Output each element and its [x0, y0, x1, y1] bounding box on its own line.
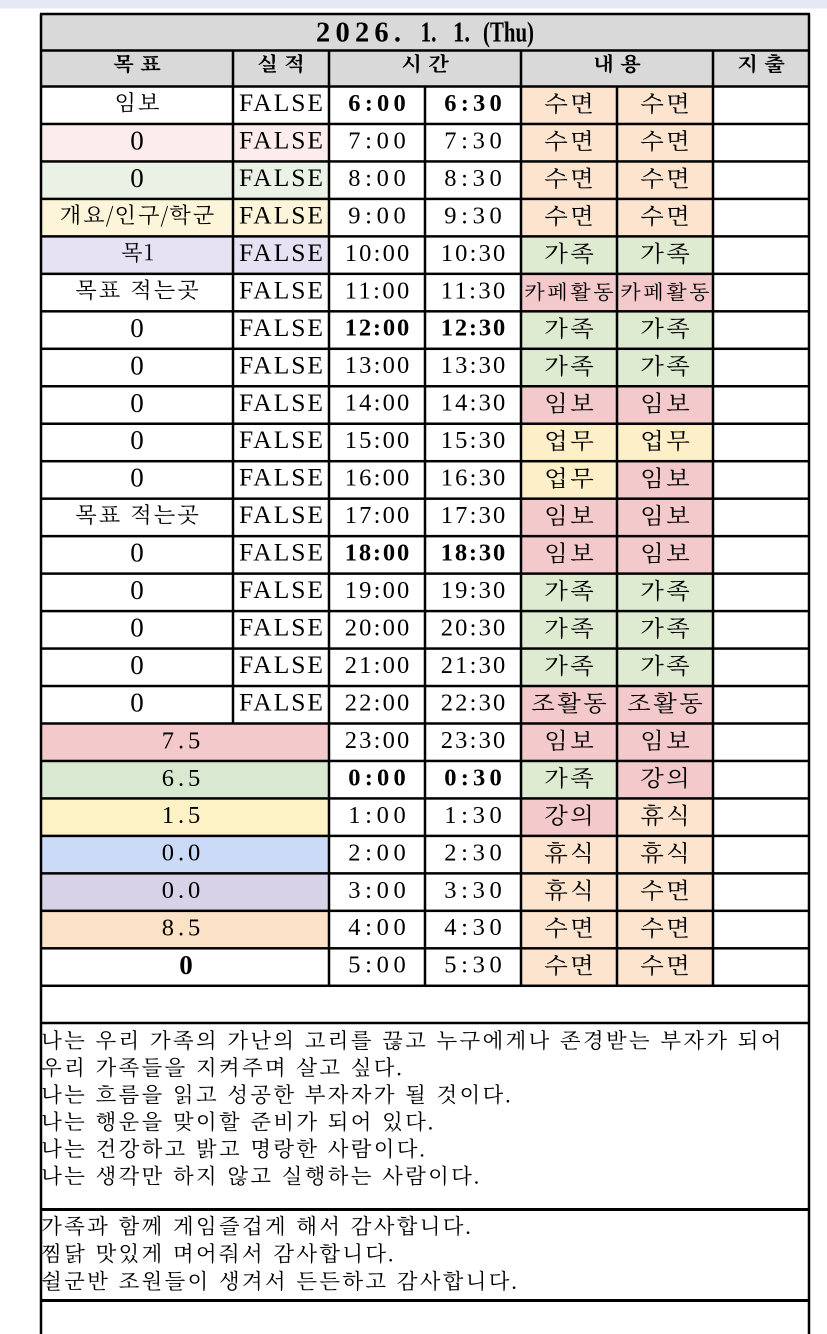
svg-text:1:00: 1:00: [348, 802, 406, 829]
svg-text:4:30: 4:30: [444, 914, 502, 941]
svg-text:FALSE: FALSE: [239, 125, 323, 154]
svg-text:9:00: 9:00: [348, 202, 406, 229]
svg-text:FALSE: FALSE: [239, 688, 323, 717]
svg-text:19:00: 19:00: [345, 577, 410, 604]
svg-text:19:30: 19:30: [441, 577, 506, 604]
svg-text:3:00: 3:00: [348, 877, 406, 904]
svg-text:15:00: 15:00: [345, 427, 410, 454]
svg-text:7.5: 7.5: [162, 727, 201, 754]
svg-text:0: 0: [130, 575, 144, 605]
svg-text:2:00: 2:00: [348, 839, 406, 866]
svg-text:18:30: 18:30: [441, 540, 506, 567]
svg-text:FALSE: FALSE: [239, 275, 323, 304]
svg-text:0:00: 0:00: [348, 764, 406, 791]
svg-text:0: 0: [130, 650, 144, 680]
svg-text:8.5: 8.5: [162, 915, 201, 942]
svg-text:0: 0: [130, 163, 144, 193]
svg-text:21:00: 21:00: [345, 652, 410, 679]
svg-text:FALSE: FALSE: [239, 425, 323, 454]
svg-text:6:00: 6:00: [348, 90, 406, 117]
svg-text:0: 0: [130, 125, 144, 155]
svg-text:14:30: 14:30: [441, 390, 506, 417]
svg-text:6.5: 6.5: [162, 765, 201, 792]
svg-text:16:00: 16:00: [345, 465, 410, 492]
svg-text:20:30: 20:30: [441, 614, 506, 641]
svg-text:22:30: 22:30: [441, 689, 506, 716]
svg-text:17:00: 17:00: [345, 502, 410, 529]
svg-text:1.: 1.: [453, 17, 470, 48]
svg-text:1.5: 1.5: [162, 802, 201, 829]
svg-text:FALSE: FALSE: [239, 650, 323, 679]
svg-text:16:30: 16:30: [441, 465, 506, 492]
svg-text:0: 0: [130, 425, 144, 455]
svg-text:FALSE: FALSE: [239, 388, 323, 417]
svg-text:0.0: 0.0: [162, 877, 201, 904]
svg-text:6:30: 6:30: [444, 90, 502, 117]
svg-text:0: 0: [130, 388, 144, 418]
svg-text:FALSE: FALSE: [239, 575, 323, 604]
svg-text:17:30: 17:30: [441, 502, 506, 529]
svg-text:12:30: 12:30: [441, 315, 506, 342]
svg-text:8:00: 8:00: [348, 165, 406, 192]
svg-text:(Thu): (Thu): [483, 17, 534, 48]
svg-text:7:00: 7:00: [348, 127, 406, 154]
svg-text:11:30: 11:30: [441, 277, 506, 304]
svg-text:5:00: 5:00: [348, 952, 406, 979]
svg-text:2026.: 2026.: [316, 17, 401, 48]
svg-text:0.0: 0.0: [162, 840, 201, 867]
svg-text:9:30: 9:30: [444, 202, 502, 229]
svg-text:23:30: 23:30: [441, 727, 506, 754]
svg-text:0:30: 0:30: [444, 764, 502, 791]
svg-text:FALSE: FALSE: [239, 313, 323, 342]
svg-text:1:30: 1:30: [444, 802, 502, 829]
svg-text:15:30: 15:30: [441, 427, 506, 454]
svg-text:2:30: 2:30: [444, 839, 502, 866]
svg-text:18:00: 18:00: [345, 540, 410, 567]
svg-text:20:00: 20:00: [345, 614, 410, 641]
svg-text:22:00: 22:00: [345, 689, 410, 716]
svg-text:0: 0: [130, 350, 144, 380]
svg-text:FALSE: FALSE: [239, 238, 323, 267]
svg-text:0: 0: [130, 688, 144, 718]
svg-text:23:00: 23:00: [345, 727, 410, 754]
svg-text:FALSE: FALSE: [239, 163, 323, 192]
svg-text:10:30: 10:30: [441, 240, 506, 267]
svg-text:4:00: 4:00: [348, 914, 406, 941]
svg-text:FALSE: FALSE: [239, 463, 323, 492]
svg-text:FALSE: FALSE: [239, 200, 323, 229]
svg-text:FALSE: FALSE: [239, 538, 323, 567]
svg-text:7:30: 7:30: [444, 127, 502, 154]
svg-text:11:00: 11:00: [345, 277, 410, 304]
svg-text:5:30: 5:30: [444, 952, 502, 979]
svg-text:13:30: 13:30: [441, 352, 506, 379]
svg-text:14:00: 14:00: [345, 390, 410, 417]
svg-text:1.: 1.: [421, 17, 437, 48]
svg-text:0: 0: [130, 313, 144, 343]
svg-text:3:30: 3:30: [444, 877, 502, 904]
svg-text:10:00: 10:00: [345, 240, 410, 267]
svg-text:0: 0: [130, 538, 144, 568]
svg-text:0: 0: [130, 613, 144, 643]
svg-text:FALSE: FALSE: [239, 500, 323, 529]
svg-text:13:00: 13:00: [345, 352, 410, 379]
svg-text:FALSE: FALSE: [239, 350, 323, 379]
svg-text:0: 0: [179, 950, 193, 980]
svg-text:21:30: 21:30: [441, 652, 506, 679]
svg-text:FALSE: FALSE: [239, 613, 323, 642]
svg-text:0: 0: [130, 463, 144, 493]
svg-text:12:00: 12:00: [345, 315, 410, 342]
svg-text:FALSE: FALSE: [239, 88, 323, 117]
svg-text:8:30: 8:30: [444, 165, 502, 192]
